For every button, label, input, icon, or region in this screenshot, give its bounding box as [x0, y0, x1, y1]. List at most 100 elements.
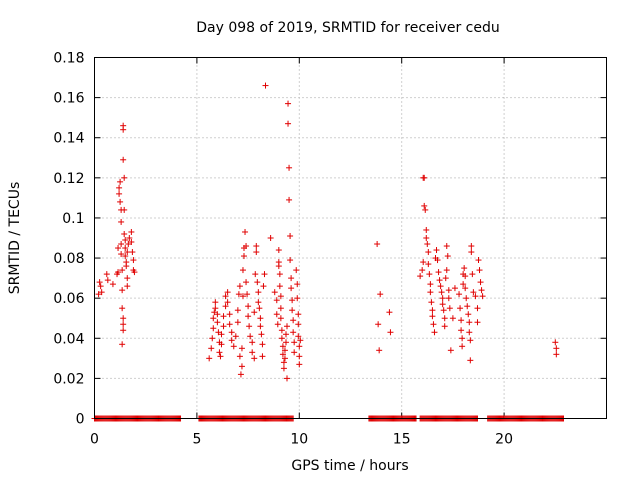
data-point: [116, 190, 123, 197]
data-point: [103, 271, 110, 278]
data-point: [425, 249, 432, 256]
data-point: [423, 235, 430, 241]
data-point: [431, 329, 438, 336]
data-point: [124, 275, 131, 282]
data-point: [226, 311, 233, 318]
y-tick-label: 0.18: [53, 51, 84, 67]
data-point: [243, 279, 250, 286]
data-point: [224, 289, 231, 296]
data-point: [123, 263, 130, 270]
data-point: [255, 289, 262, 296]
data-point: [476, 267, 483, 274]
data-point: [275, 259, 282, 266]
data-point: [242, 228, 249, 235]
data-point: [449, 315, 456, 322]
data-point: [239, 293, 246, 300]
x-tick-label: 5: [192, 432, 201, 448]
data-point: [119, 267, 126, 274]
data-point: [279, 343, 286, 350]
data-point: [121, 174, 128, 181]
data-point: [293, 267, 300, 274]
data-point: [447, 347, 454, 354]
data-point: [443, 267, 450, 274]
data-point: [285, 120, 292, 127]
data-point: [376, 347, 383, 354]
data-point: [224, 299, 231, 306]
data-point: [417, 273, 424, 280]
data-point: [436, 277, 443, 284]
data-point: [296, 361, 303, 368]
y-tick-label: 0: [76, 412, 85, 428]
data-point: [251, 355, 258, 362]
x-tick-label: 15: [393, 432, 411, 448]
data-point: [553, 351, 560, 358]
data-point: [437, 283, 444, 290]
data-point: [273, 311, 280, 318]
data-point: [98, 289, 105, 296]
data-point: [429, 313, 436, 320]
data-point: [117, 178, 124, 185]
data-point: [374, 241, 381, 248]
data-point: [118, 218, 125, 225]
data-point: [232, 333, 239, 340]
data-point: [118, 251, 125, 258]
data-point: [291, 349, 298, 356]
data-point: [260, 283, 267, 290]
data-point: [553, 345, 560, 352]
data-point: [252, 271, 259, 278]
data-point: [280, 359, 287, 366]
data-point: [445, 287, 452, 294]
data-point: [426, 271, 433, 278]
data-point: [468, 243, 475, 250]
data-point: [278, 327, 285, 334]
data-point: [443, 243, 450, 250]
data-point: [222, 303, 229, 310]
data-point: [419, 267, 426, 274]
data-point: [97, 283, 104, 290]
data-point: [284, 323, 291, 330]
data-point: [466, 319, 473, 326]
data-point: [217, 353, 224, 360]
data-point: [275, 247, 282, 254]
data-point: [215, 329, 222, 336]
data-point: [423, 226, 430, 233]
data-point: [289, 307, 296, 314]
data-point: [286, 196, 293, 203]
data-point: [281, 355, 288, 362]
data-point: [126, 235, 133, 241]
data-point: [222, 293, 229, 300]
data-point: [469, 271, 476, 278]
y-tick-label: 0.1: [62, 211, 84, 227]
data-point: [475, 257, 482, 264]
data-point: [267, 235, 274, 241]
data-point: [259, 341, 266, 348]
data-point: [129, 249, 136, 256]
data-point: [421, 174, 428, 181]
data-point: [474, 305, 481, 312]
data-point: [122, 237, 129, 244]
plot-frame: [94, 57, 607, 419]
data-point: [444, 253, 451, 260]
x-tick-label: 10: [290, 432, 308, 448]
y-tick-label: 0.02: [53, 371, 84, 387]
data-point: [277, 293, 284, 300]
data-point: [439, 295, 446, 302]
data-point: [236, 283, 243, 290]
x-tick-label: 0: [90, 432, 99, 448]
data-point: [253, 243, 260, 250]
data-point: [467, 357, 474, 364]
data-point: [477, 279, 484, 286]
data-point: [386, 309, 393, 316]
data-point: [121, 206, 128, 213]
data-point: [428, 299, 435, 306]
data-point: [245, 303, 252, 310]
axis-ticks: 0 0.02 0.04 0.06 0.08 0.1 0.12 0.14 0.16 0.18 0 5 10…: [53, 51, 607, 448]
data-point: [442, 275, 449, 282]
data-point: [456, 291, 463, 298]
data-point: [238, 363, 245, 370]
data-point: [120, 315, 127, 322]
x-tick-label: 20: [495, 432, 513, 448]
data-point: [478, 287, 485, 294]
data-point: [255, 299, 262, 306]
